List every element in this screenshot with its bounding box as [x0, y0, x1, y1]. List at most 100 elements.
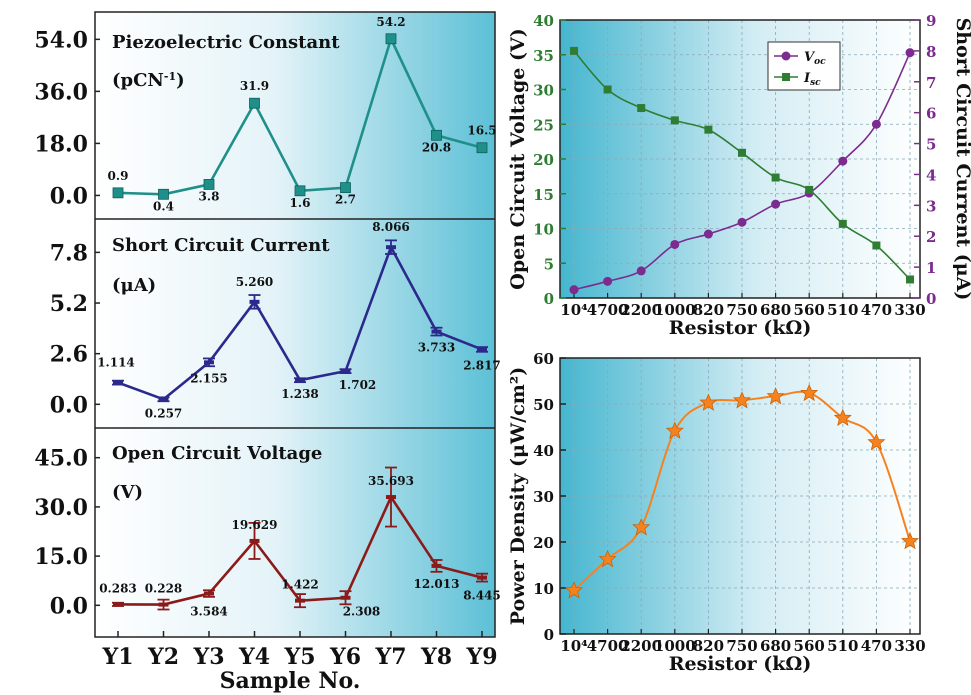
- panel3-point: [113, 602, 123, 607]
- panel2-data-label: 5.260: [236, 275, 274, 289]
- pd-ytick-label: 30: [533, 488, 554, 506]
- vc-ytick-right-label: 3: [926, 197, 936, 215]
- panel3-unit: (V): [112, 482, 143, 503]
- vc-xtick-label: 330: [894, 301, 925, 319]
- panel1-data-label: 20.8: [422, 140, 451, 154]
- panel2-ytick-label: 0.0: [50, 392, 88, 418]
- pd-y-axis-label: Power Density (μW/cm²): [507, 367, 529, 625]
- left-xtick-label: Y6: [329, 644, 361, 670]
- vc-ytick-right-label: 9: [926, 12, 936, 30]
- isc-point: [670, 116, 679, 125]
- vc-xtick-label: 680: [760, 301, 791, 319]
- voc-point: [636, 266, 646, 276]
- panel3-data-label: 3.584: [190, 605, 228, 619]
- panel3-point: [431, 563, 442, 568]
- legend-voc-marker: [781, 51, 791, 61]
- pd-xtick-label: 330: [894, 637, 925, 655]
- isc-point: [906, 275, 914, 284]
- voc-point: [838, 156, 848, 166]
- panel2-unit: (μA): [112, 275, 156, 296]
- pd-xtick-label: 2200: [620, 637, 662, 655]
- panel-short-circuit-current: [95, 219, 495, 428]
- panel1-point: [340, 182, 351, 194]
- pd-ytick-label: 10: [533, 580, 554, 598]
- vc-ytick-left-label: 15: [533, 186, 554, 204]
- pd-xtick-label: 470: [861, 637, 892, 655]
- panel3-data-label: 12.013: [414, 577, 460, 591]
- panel1-data-label: 0.4: [153, 199, 174, 213]
- panel1-data-label: 31.9: [240, 79, 269, 93]
- panel3-data-label: 2.308: [343, 605, 381, 619]
- vc-xtick-label: 510: [827, 301, 858, 319]
- panel1-data-label: 16.5: [467, 124, 496, 138]
- panel2-data-label: 8.066: [372, 220, 410, 234]
- panel3-ytick-label: 0.0: [50, 593, 88, 619]
- isc-point: [603, 85, 612, 94]
- vc-ytick-right-label: 2: [926, 228, 936, 246]
- panel3-point: [158, 602, 169, 607]
- panel3-point: [204, 591, 214, 596]
- left-xtick-label: Y7: [374, 644, 406, 670]
- voc-point: [703, 229, 713, 239]
- vc-ytick-right-label: 8: [926, 43, 936, 61]
- vc-ytick-left-label: 25: [533, 116, 554, 134]
- panel1-point: [385, 33, 397, 45]
- isc-point: [805, 185, 814, 194]
- isc-point: [738, 148, 746, 157]
- vc-legend: Voc Isc: [767, 41, 841, 91]
- vc-ytick-left-label: 5: [544, 255, 554, 273]
- vc-xtick-label: 820: [693, 301, 724, 319]
- panel2-data-label: 1.238: [281, 387, 319, 401]
- panel2-title: Short Circuit Current: [112, 235, 330, 256]
- panel2-data-label: 0.257: [145, 406, 183, 420]
- left-xtick-label: Y8: [420, 644, 452, 670]
- panel3-data-label: 19.629: [232, 518, 278, 532]
- panel2-point: [249, 299, 260, 304]
- panel2-data-label: 2.155: [190, 371, 228, 385]
- vc-y-axis-label-right: Short Circuit Current (μA): [952, 18, 971, 301]
- voc-point: [603, 276, 613, 286]
- panel1-point: [294, 185, 306, 197]
- panel1-point: [158, 188, 169, 200]
- vc-x-axis-label: Resistor (kΩ): [669, 317, 812, 339]
- pd-xtick-label: 510: [827, 637, 858, 655]
- vc-xtick-label: 470: [861, 301, 892, 319]
- pd-ytick-label: 40: [533, 442, 554, 460]
- panel1-data-label: 54.2: [376, 15, 405, 29]
- panel3-point: [295, 598, 305, 603]
- left-xtick-label: Y1: [101, 644, 133, 670]
- vc-ytick-right-label: 6: [926, 105, 936, 123]
- panel3-title: Open Circuit Voltage: [112, 443, 322, 464]
- panel3-ytick-label: 30.0: [34, 495, 88, 521]
- vc-ytick-right-label: 7: [926, 74, 936, 92]
- pd-x-axis-label: Resistor (kΩ): [669, 653, 812, 675]
- panel1-point: [476, 142, 488, 154]
- panel2-point: [113, 380, 123, 385]
- panel1-ytick-label: 54.0: [34, 27, 88, 53]
- pd-ytick-label: 60: [533, 350, 554, 368]
- pd-xtick-label: 10⁴: [560, 637, 588, 655]
- panel2-ytick-label: 5.2: [50, 291, 88, 317]
- voc-point: [670, 239, 680, 249]
- isc-point: [771, 173, 780, 182]
- pd-xtick-label: 820: [693, 637, 724, 655]
- pd-ytick-label: 50: [533, 396, 554, 414]
- panel2-data-label: 2.817: [463, 358, 501, 372]
- panel2-data-label: 1.702: [339, 378, 377, 392]
- panel1-ytick-label: 36.0: [34, 79, 88, 105]
- vc-xtick-label: 2200: [620, 301, 662, 319]
- panel1-data-label: 0.9: [108, 169, 129, 183]
- vc-ytick-right-label: 1: [926, 259, 936, 277]
- vc-ytick-right-label: 0: [926, 290, 936, 308]
- panel3-data-label: 35.693: [368, 474, 414, 488]
- panel1-data-label: 1.6: [290, 196, 311, 210]
- panel2-point: [431, 329, 442, 334]
- panel3-data-label: 0.228: [145, 582, 183, 596]
- pd-xtick-label: 4700: [587, 637, 629, 655]
- panel2-data-label: 3.733: [418, 341, 456, 355]
- panel3-point: [386, 495, 396, 500]
- panel2-point: [340, 369, 351, 374]
- pd-xtick-label: 750: [726, 637, 757, 655]
- panel2-point: [295, 378, 305, 383]
